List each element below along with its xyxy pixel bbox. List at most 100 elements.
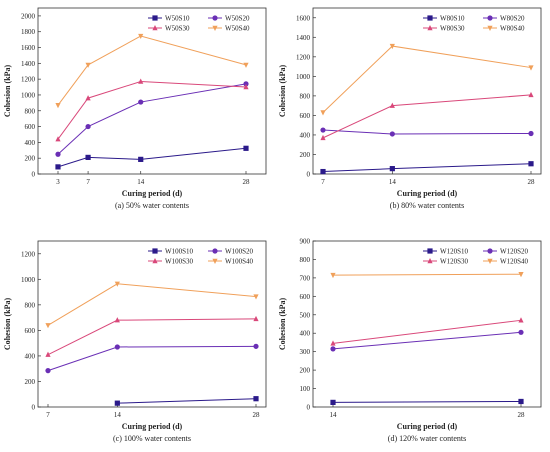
chart-b-point-W80S20 xyxy=(320,127,326,133)
chart-a-point-W50S10 xyxy=(243,145,249,151)
chart-d-xlabel: Curing period (d) xyxy=(397,422,458,431)
chart-b-svg: 0 200 400 600 800 1000 1200 1400 1600 7 14 28 Curing… xyxy=(278,7,542,210)
chart-b-series-W80S40 xyxy=(320,43,534,116)
chart-d-xtick-label: 14 xyxy=(330,411,338,419)
chart-b-legend-item: W80S40 xyxy=(483,25,525,33)
chart-a-legend-marker xyxy=(152,25,158,31)
chart-d-point-W120S40 xyxy=(518,272,524,278)
chart-c-ytick-label: 600 xyxy=(25,327,36,335)
chart-b-ytick-label: 200 xyxy=(300,151,311,159)
chart-c-point-W100S40 xyxy=(114,281,120,287)
chart-d-series-W120S10 xyxy=(330,398,524,405)
chart-a-legend-item: W50S30 xyxy=(148,25,190,33)
chart-a-ytick-label: 1200 xyxy=(21,76,36,84)
chart-b-ytick-label: 1600 xyxy=(296,14,311,22)
chart-panel-c: 0 200 400 600 800 1000 1200 7 14 28 Curing period … xyxy=(0,233,275,447)
chart-c-point-W100S10 xyxy=(114,400,120,406)
chart-c-series-W100S20 xyxy=(45,343,259,374)
chart-b-legend-label: W80S20 xyxy=(500,15,525,23)
chart-d-line-W120S30 xyxy=(332,319,522,344)
chart-a-legend-label: W50S30 xyxy=(165,25,190,33)
chart-d-point-W120S20 xyxy=(518,329,524,335)
chart-d-ytick-label: 600 xyxy=(300,293,311,301)
chart-a-point-W50S30 xyxy=(85,95,91,101)
chart-b-ytick-label: 600 xyxy=(300,112,311,120)
chart-b-legend-marker xyxy=(487,15,493,21)
chart-d-line-W120S20 xyxy=(332,331,522,350)
chart-a-legend-label: W50S10 xyxy=(165,15,190,23)
chart-b-legend-marker xyxy=(427,25,433,31)
chart-a-series-W50S40 xyxy=(55,33,249,109)
chart-d-ytick-label: 200 xyxy=(300,367,311,375)
chart-b-legend-marker xyxy=(427,15,433,21)
chart-b-xtick-label: 14 xyxy=(389,178,397,186)
chart-a-ytick-label: 1800 xyxy=(21,28,36,36)
chart-b-legend-label: W80S10 xyxy=(440,15,465,23)
chart-a-xtick-label: 7 xyxy=(86,178,90,186)
chart-b-point-W80S40 xyxy=(389,43,395,50)
chart-a-legend-item: W50S10 xyxy=(148,15,190,23)
chart-c-frame xyxy=(37,240,267,408)
chart-a-xtick-label: 14 xyxy=(137,178,145,186)
chart-a-ytick-label: 2000 xyxy=(21,12,36,20)
chart-a-point-W50S20 xyxy=(138,99,144,105)
chart-c-ytick-label: 1000 xyxy=(21,276,36,284)
chart-c-xlabel: Curing period (d) xyxy=(122,422,183,431)
chart-c-point-W100S30 xyxy=(114,317,120,323)
chart-a-point-W50S20 xyxy=(85,123,91,130)
chart-a-ytick-label: 0 xyxy=(32,171,36,179)
chart-c-point-W100S20 xyxy=(253,343,259,349)
chart-c-xtick-label: 14 xyxy=(114,411,122,419)
chart-b-ylabel: Cohesion (kPa) xyxy=(278,65,287,118)
chart-d-ytick-label: 800 xyxy=(300,256,311,264)
chart-d-legend-label: W120S20 xyxy=(500,248,529,256)
chart-a-point-W50S40 xyxy=(243,62,249,68)
chart-d-legend-item: W120S30 xyxy=(423,258,469,266)
chart-b-ytick-label: 1400 xyxy=(296,34,311,42)
chart-a-xtick-label: 28 xyxy=(243,178,251,186)
chart-a-legend-item: W50S40 xyxy=(208,25,250,33)
chart-d-xtick-label: 28 xyxy=(518,411,526,419)
chart-a-legend-marker xyxy=(152,15,158,21)
chart-c-line-W100S30 xyxy=(47,318,257,356)
chart-d-series-W120S40 xyxy=(330,272,524,279)
chart-d-legend-label: W120S10 xyxy=(440,248,469,256)
chart-c-legend-label: W100S20 xyxy=(225,248,254,256)
chart-a-svg: 0 200 400 600 800 1000 1200 1400 1600 1800 2000 3 7 1… xyxy=(3,7,267,210)
chart-b-legend-item: W80S10 xyxy=(423,15,465,23)
chart-b-xtick-label: 28 xyxy=(528,178,536,186)
chart-b-legend-marker xyxy=(487,25,493,31)
chart-d-ytick-label: 0 xyxy=(307,404,311,412)
chart-b-point-W80S30 xyxy=(320,134,326,141)
chart-b-legend-item: W80S30 xyxy=(423,25,465,33)
chart-c-xtick-label: 7 xyxy=(46,411,50,419)
chart-c-legend-label: W100S40 xyxy=(225,258,254,266)
chart-a-ytick-label: 200 xyxy=(25,155,36,163)
chart-b-point-W80S10 xyxy=(320,168,326,175)
chart-d-point-W120S30 xyxy=(518,317,524,323)
chart-d-ytick-label: 500 xyxy=(300,311,311,319)
chart-a-legend-marker xyxy=(212,25,218,31)
chart-c-series-W100S10 xyxy=(114,396,259,406)
chart-b-point-W80S20 xyxy=(389,131,395,137)
chart-b-frame xyxy=(312,7,542,175)
chart-c-legend-item: W100S10 xyxy=(148,248,194,256)
chart-d-series-W120S30 xyxy=(330,317,524,346)
chart-c-xtick-label: 28 xyxy=(253,411,261,419)
chart-a-point-W50S10 xyxy=(85,154,91,160)
chart-c-legend-item: W100S30 xyxy=(148,258,194,266)
chart-b-line-W80S20 xyxy=(322,129,532,135)
chart-d-line-W120S40 xyxy=(332,273,522,276)
chart-a-series-W50S10 xyxy=(55,145,249,170)
chart-b-point-W80S40 xyxy=(528,65,534,71)
chart-c-ytick-label: 400 xyxy=(25,352,36,360)
chart-panel-a: 0 200 400 600 800 1000 1200 1400 1600 1800 2000 3 7 1… xyxy=(0,0,275,214)
chart-d-legend-item: W120S20 xyxy=(483,248,529,256)
chart-b-line-W80S10 xyxy=(322,163,532,173)
chart-a-legend-label: W50S40 xyxy=(225,25,250,33)
chart-c-legend-marker xyxy=(152,258,158,264)
chart-a-point-W50S40 xyxy=(85,62,91,68)
chart-d-ylabel: Cohesion (kPa) xyxy=(278,298,287,351)
chart-a-legend-marker xyxy=(212,15,218,21)
chart-a-point-W50S20 xyxy=(55,151,61,157)
